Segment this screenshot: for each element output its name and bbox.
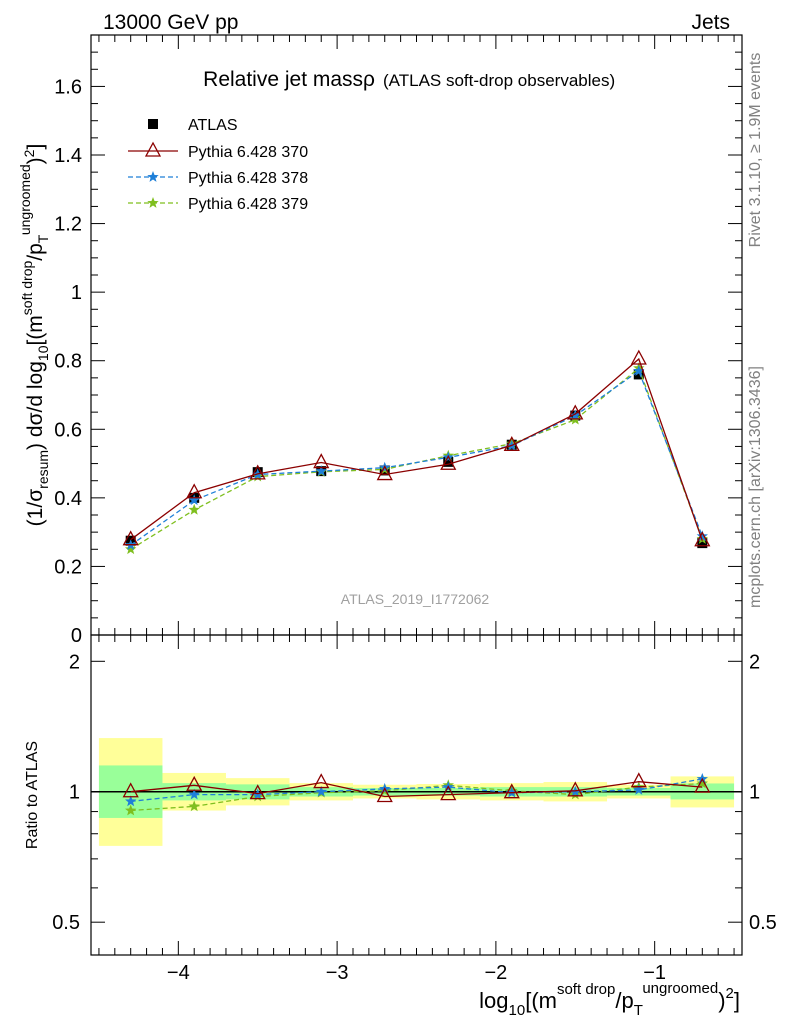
ratio-y-tick-label: 0.5	[52, 912, 80, 934]
header-right: Jets	[691, 11, 730, 34]
ratio-point-pythia-6-428-370	[630, 772, 647, 788]
x-axis-label: log10[(msoft drop/pTungroomed)2]	[479, 980, 740, 1019]
legend-label-pythia-6-428-370: Pythia 6.428 370	[188, 144, 308, 161]
plot-subtitle: (ATLAS soft-drop observables)	[383, 71, 615, 90]
y-tick-label: 0.4	[54, 488, 82, 510]
y-tick-label: 1	[71, 282, 82, 304]
y-tick-label: 1.2	[54, 214, 82, 236]
legend-marker-pythia-6-428-378	[147, 171, 159, 182]
legend-label-pythia-6-428-379: Pythia 6.428 379	[188, 196, 308, 213]
ratio-y-tick-label: 1	[69, 782, 80, 804]
x-tick-label: −4	[167, 962, 190, 984]
ratio-point-pythia-6-428-379	[696, 777, 708, 789]
y-tick-label: 1.4	[54, 145, 82, 167]
ratio-y-tick-label: 2	[69, 651, 80, 673]
ratio-point-pythia-6-428-378	[125, 795, 137, 807]
legend-marker-pythia-6-428-370	[144, 141, 162, 157]
ratio-point-pythia-6-428-370	[249, 784, 266, 800]
ratio-point-pythia-6-428-370	[440, 785, 457, 801]
upper-point-pythia-6-428-370	[440, 454, 457, 470]
ratio-point-pythia-6-428-378	[315, 785, 327, 797]
upper-point-pythia-6-428-378	[696, 530, 708, 542]
upper-point-atlas	[633, 369, 644, 380]
ratio-y-tick-label-right: 2	[749, 651, 760, 673]
analysis-watermark: ATLAS_2019_I1772062	[341, 591, 490, 607]
x-tick-label: −2	[484, 962, 507, 984]
ratio-line-pythia-6-428-370	[130, 781, 703, 798]
upper-point-pythia-6-428-379	[125, 543, 137, 555]
legend-label-atlas: ATLAS	[188, 117, 238, 134]
upper-point-atlas	[697, 538, 708, 549]
upper-point-pythia-6-428-378	[188, 494, 200, 506]
upper-point-pythia-6-428-370	[313, 453, 330, 469]
upper-point-pythia-6-428-370	[186, 483, 203, 499]
x-tick-label: −3	[326, 962, 349, 984]
ratio-point-pythia-6-428-370	[694, 777, 711, 793]
legend-marker-atlas	[148, 119, 158, 129]
rivet-version-label: Rivet 3.1.10, ≥ 1.9M events	[747, 53, 764, 248]
y-tick-label: 0.6	[54, 419, 82, 441]
mcplots-source-label: mcplots.cern.ch [arXiv:1306.3436]	[747, 366, 764, 608]
upper-point-pythia-6-428-370	[503, 436, 520, 452]
upper-point-pythia-6-428-370	[567, 404, 584, 420]
upper-point-atlas	[443, 456, 454, 467]
upper-point-pythia-6-428-370	[630, 349, 647, 365]
ratio-point-pythia-6-428-370	[503, 783, 520, 799]
upper-point-pythia-6-428-370	[376, 465, 393, 481]
x-tick-label: −1	[643, 962, 666, 984]
upper-line-pythia-6-428-379	[130, 367, 703, 550]
upper-point-pythia-6-428-370	[249, 464, 266, 480]
y-tick-label: 1.6	[54, 76, 82, 98]
ratio-point-pythia-6-428-370	[567, 781, 584, 797]
upper-point-pythia-6-428-378	[569, 409, 581, 421]
ratio-point-pythia-6-428-379	[125, 804, 137, 816]
upper-point-pythia-6-428-378	[315, 465, 327, 476]
ratio-point-pythia-6-428-378	[188, 788, 200, 800]
upper-line-pythia-6-428-370	[130, 357, 703, 541]
upper-point-pythia-6-428-370	[122, 530, 139, 546]
y-tick-label: 0.8	[54, 351, 82, 373]
ratio-point-pythia-6-428-378	[633, 783, 645, 795]
header-left: 13000 GeV pp	[103, 11, 238, 34]
svg-text:log10[(msoft drop/pTungroomed): log10[(msoft drop/pTungroomed)2]	[479, 980, 740, 1019]
plot-title: Relative jet massρ	[203, 68, 375, 91]
lower-y-axis-label: Ratio to ATLAS	[24, 741, 41, 849]
ratio-point-pythia-6-428-370	[313, 773, 330, 789]
upper-point-pythia-6-428-379	[188, 503, 200, 515]
ratio-point-pythia-6-428-379	[188, 800, 200, 812]
legend-marker-pythia-6-428-379	[147, 197, 159, 208]
ratio-point-pythia-6-428-370	[186, 775, 203, 791]
ratio-point-pythia-6-428-370	[376, 787, 393, 803]
upper-line-pythia-6-428-378	[130, 369, 703, 546]
legend-label-pythia-6-428-378: Pythia 6.428 378	[188, 170, 308, 187]
ratio-y-tick-label-right: 1	[749, 782, 760, 804]
ratio-point-pythia-6-428-370	[122, 782, 139, 798]
upper-y-axis-label: (1/σresum) dσ/d log10[(msoft drop/pTungr…	[17, 144, 51, 527]
upper-point-pythia-6-428-370	[694, 531, 711, 547]
y-tick-label: 0.2	[54, 556, 82, 578]
svg-text:(1/σresum) dσ/d log10[(msoft d: (1/σresum) dσ/d log10[(msoft drop/pTungr…	[17, 144, 51, 527]
ratio-y-tick-label-right: 0.5	[749, 912, 777, 934]
y-tick-label: 0	[71, 625, 82, 647]
upper-point-pythia-6-428-378	[633, 365, 645, 376]
